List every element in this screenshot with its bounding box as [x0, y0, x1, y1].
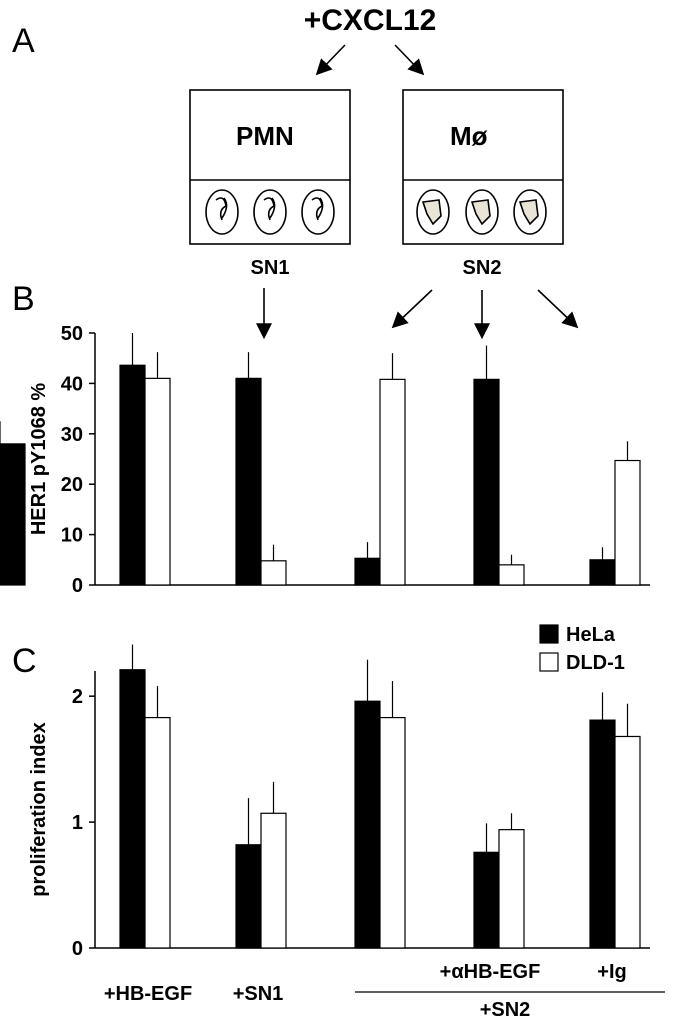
y-tick-label: 0	[72, 575, 83, 597]
y-tick-label: 20	[61, 474, 83, 496]
panel-label: A	[12, 22, 35, 60]
bar	[144, 716, 171, 949]
bar	[379, 378, 406, 586]
bar	[0, 443, 26, 586]
x-tick-label: +SN1	[233, 983, 284, 1005]
y-tick-label: 0	[72, 938, 83, 960]
bar	[354, 700, 381, 949]
bar	[614, 459, 641, 586]
legend-label: DLD-1	[566, 652, 625, 674]
y-tick-label: 50	[61, 323, 83, 345]
y-axis-label: proliferation index	[28, 722, 50, 896]
bar	[498, 564, 525, 586]
x-tick-label: +αHB-EGF	[440, 961, 541, 983]
supernatant-label: SN2	[463, 257, 502, 279]
bar	[379, 716, 406, 949]
bar	[589, 719, 616, 949]
bar	[119, 669, 146, 949]
legend-swatch	[539, 624, 559, 644]
diagram-shapes	[189, 44, 579, 340]
bar	[235, 377, 262, 586]
cell-label: PMN	[236, 121, 294, 151]
bar	[473, 378, 500, 586]
y-tick-label: 1	[72, 812, 83, 834]
bar	[144, 377, 171, 586]
bar	[614, 735, 641, 949]
legend-label: HeLa	[566, 624, 616, 646]
y-tick-label: 2	[72, 686, 83, 708]
y-tick-label: 40	[61, 373, 83, 395]
group-label: +SN2	[480, 999, 531, 1021]
bar	[260, 812, 287, 949]
bar	[354, 557, 381, 586]
bar	[589, 559, 616, 586]
bar	[498, 829, 525, 949]
legend-swatch	[539, 652, 559, 672]
bar	[260, 560, 287, 586]
bar	[235, 844, 262, 949]
stimulus: +CXCL12	[304, 4, 437, 37]
y-axis-label: HER1 pY1068 %	[28, 383, 50, 536]
y-tick-label: 10	[61, 525, 83, 547]
bar	[119, 364, 146, 586]
bar	[473, 851, 500, 949]
x-tick-label: +Ig	[597, 961, 626, 983]
supernatant-label: SN1	[251, 257, 290, 279]
panel-label: B	[12, 280, 35, 318]
panel-label: C	[12, 642, 37, 680]
cell-label: Mø	[450, 121, 488, 151]
y-tick-label: 30	[61, 424, 83, 446]
x-tick-label: +HB-EGF	[104, 983, 192, 1005]
